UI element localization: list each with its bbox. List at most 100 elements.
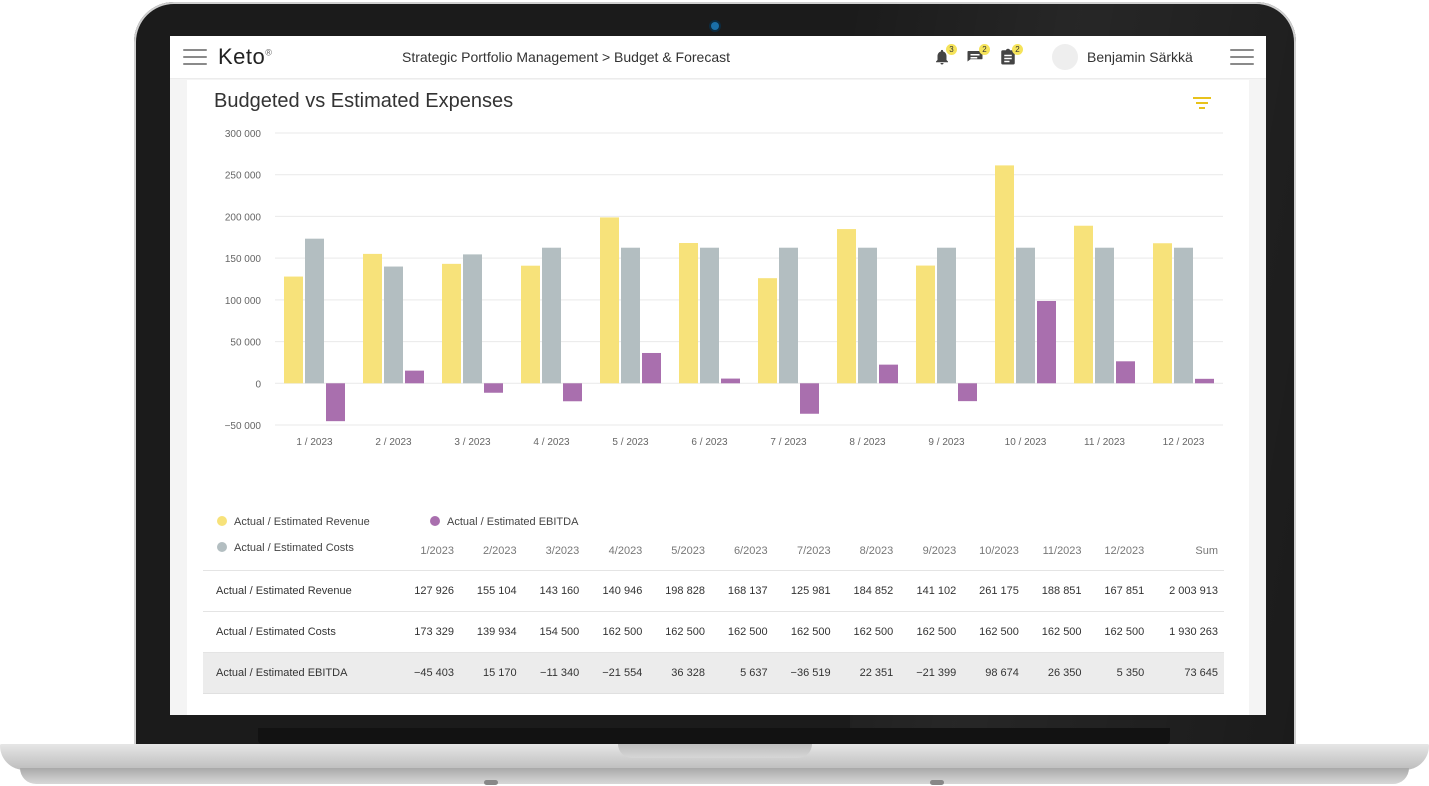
row-label: Actual / Estimated Revenue — [203, 570, 397, 612]
table-cell: 127 926 — [397, 570, 461, 612]
revenue-bar — [1074, 225, 1093, 384]
header-cell — [203, 532, 397, 571]
table-cell: 162 500 — [648, 611, 711, 653]
notifications-badge: 3 — [946, 44, 957, 55]
y-tick-label: 0 — [255, 379, 261, 390]
costs-bar — [621, 247, 640, 384]
header-cell: 9/2023 — [922, 545, 957, 557]
table-row[interactable]: Actual / Estimated EBITDA −45 403 15 170… — [203, 652, 1224, 694]
table-cell: 261 175 — [962, 570, 1025, 612]
avatar[interactable] — [1052, 44, 1078, 70]
table-cell: −36 519 — [773, 652, 837, 694]
filter-icon[interactable] — [1193, 97, 1211, 111]
x-tick-label: 9 / 2023 — [928, 437, 965, 448]
costs-bar — [1095, 247, 1114, 384]
table-cell: 162 500 — [773, 611, 837, 653]
header-cell: 2/2023 — [483, 545, 517, 557]
costs-bar — [305, 238, 324, 384]
header-cell: 4/2023 — [608, 545, 643, 557]
table-cell: 2 003 913 — [1150, 570, 1224, 612]
table-cell: 140 946 — [585, 570, 649, 612]
revenue-bar — [442, 263, 461, 384]
table-cell: −21 399 — [899, 652, 963, 694]
revenue-bar — [600, 217, 619, 384]
table-cell: −45 403 — [397, 652, 461, 694]
header-cell: 5/2023 — [671, 545, 705, 557]
report-title: Budgeted vs Estimated Expenses — [214, 90, 514, 112]
app-logo[interactable]: Keto® — [218, 44, 272, 70]
y-tick-label: 200 000 — [225, 212, 262, 223]
y-tick-label: 50 000 — [230, 338, 261, 349]
table-cell: 162 500 — [962, 611, 1025, 653]
ebitda-bar — [1195, 378, 1214, 384]
row-label: Actual / Estimated EBITDA — [203, 652, 397, 694]
table-cell: 15 170 — [460, 652, 523, 694]
options-menu-icon[interactable] — [1230, 49, 1254, 65]
header-cell: Sum — [1195, 545, 1218, 557]
y-tick-label: 150 000 — [225, 254, 262, 265]
ebitda-bar — [563, 383, 582, 402]
user-name[interactable]: Benjamin Särkkä — [1087, 49, 1193, 65]
ebitda-bar — [958, 383, 977, 402]
revenue-bar — [916, 265, 935, 384]
x-tick-label: 12 / 2023 — [1163, 437, 1205, 448]
data-table: 1/2023 2/2023 3/2023 4/2023 5/2023 6/202… — [203, 532, 1224, 694]
notifications-button[interactable]: 3 — [933, 44, 957, 66]
table-cell: 198 828 — [648, 570, 711, 612]
messages-button[interactable]: 2 — [966, 44, 990, 66]
table-row[interactable]: Actual / Estimated Revenue 127 926 155 1… — [203, 570, 1224, 612]
expenses-chart: 300 000 250 000 200 000 150 000 100 000 50 00… — [225, 129, 1223, 448]
table-row[interactable]: Actual / Estimated Costs 173 329 139 934… — [203, 611, 1224, 653]
y-tick-label: 100 000 — [225, 296, 262, 307]
revenue-bar — [758, 278, 777, 384]
x-tick-label: 6 / 2023 — [691, 437, 728, 448]
report-card: Budgeted vs Estimated Expenses 300 000 25… — [187, 80, 1249, 715]
revenue-bar — [995, 165, 1014, 384]
table-cell: 162 500 — [710, 611, 774, 653]
x-tick-label: 4 / 2023 — [533, 437, 570, 448]
revenue-bar — [837, 229, 856, 384]
laptop-bezel — [258, 728, 1170, 744]
x-tick-label: 10 / 2023 — [1005, 437, 1047, 448]
legend-item-revenue[interactable]: Actual / Estimated Revenue — [217, 516, 370, 528]
legend-item-ebitda[interactable]: Actual / Estimated EBITDA — [430, 516, 578, 528]
header-cell: 8/2023 — [859, 545, 894, 557]
ebitda-bar — [484, 383, 503, 393]
app-screen: Keto® Strategic Portfolio Management > B… — [170, 36, 1266, 715]
table-cell: 36 328 — [648, 652, 711, 694]
legend-swatch-costs — [217, 542, 227, 552]
menu-icon[interactable] — [183, 49, 207, 65]
legend-item-costs[interactable]: Actual / Estimated Costs — [217, 542, 354, 554]
table-cell: 188 851 — [1024, 570, 1088, 612]
ebitda-bar — [721, 378, 740, 384]
costs-bar — [542, 247, 561, 384]
costs-bar — [858, 247, 877, 384]
table-cell: 162 500 — [1024, 611, 1088, 653]
table-cell: 154 500 — [522, 611, 586, 653]
laptop-base-bottom — [20, 768, 1409, 784]
table-cell: 162 500 — [899, 611, 963, 653]
tasks-button[interactable]: 2 — [999, 44, 1023, 66]
legend-swatch-ebitda — [430, 516, 440, 526]
costs-bar — [937, 247, 956, 384]
table-cell: 141 102 — [899, 570, 963, 612]
table-cell: 162 500 — [585, 611, 649, 653]
legend-swatch-revenue — [217, 516, 227, 526]
legend-label-revenue: Actual / Estimated Revenue — [234, 516, 370, 528]
ebitda-bar — [642, 352, 661, 384]
x-tick-label: 7 / 2023 — [770, 437, 807, 448]
table-cell: 162 500 — [1087, 611, 1151, 653]
y-tick-label: 300 000 — [225, 129, 262, 140]
x-tick-label: 5 / 2023 — [612, 437, 649, 448]
table-cell: 98 674 — [962, 652, 1025, 694]
ebitda-bar — [326, 383, 345, 422]
logo-mark: ® — [265, 47, 273, 58]
header-cell: 12/2023 — [1104, 545, 1145, 557]
x-tick-label: 2 / 2023 — [375, 437, 412, 448]
revenue-bar — [1153, 243, 1172, 384]
laptop-foot — [930, 780, 944, 785]
table-cell: 173 329 — [397, 611, 461, 653]
logo-text: Keto — [218, 44, 266, 69]
header-cell: 10/2023 — [979, 545, 1019, 557]
table-cell: 167 851 — [1087, 570, 1151, 612]
